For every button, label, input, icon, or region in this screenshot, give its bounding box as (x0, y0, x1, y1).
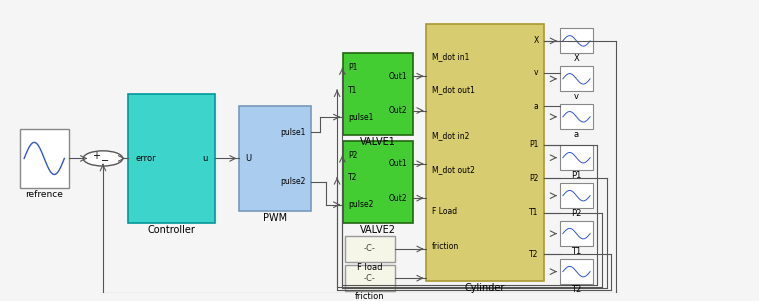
Bar (128, 94, 215, 223)
Text: u: u (202, 154, 207, 163)
Text: P2: P2 (348, 151, 357, 160)
Text: friction: friction (432, 242, 459, 251)
Text: a: a (574, 130, 579, 139)
Text: Controller: Controller (147, 225, 196, 235)
Bar (427, 24, 544, 281)
Bar (20, 129, 69, 188)
Text: T2: T2 (572, 285, 581, 294)
Bar (560, 28, 593, 53)
Bar (345, 265, 395, 291)
Text: Out1: Out1 (389, 72, 408, 81)
Bar (345, 236, 395, 262)
Text: -C-: -C- (364, 244, 376, 253)
Text: T1: T1 (572, 247, 581, 256)
Circle shape (83, 151, 123, 166)
Text: −: − (101, 156, 109, 166)
Text: pulse1: pulse1 (280, 128, 305, 137)
Text: VALVE1: VALVE1 (360, 137, 396, 147)
Text: Out2: Out2 (389, 106, 408, 115)
Text: M_dot out2: M_dot out2 (432, 165, 474, 174)
Text: P2: P2 (529, 174, 539, 183)
Text: X: X (574, 54, 579, 63)
Text: +: + (92, 151, 100, 161)
Text: T2: T2 (529, 250, 539, 259)
Bar (560, 104, 593, 129)
Bar (560, 259, 593, 284)
Text: Out1: Out1 (389, 159, 408, 168)
Text: -C-: -C- (364, 274, 376, 283)
Text: X: X (534, 36, 539, 45)
Text: T1: T1 (529, 209, 539, 218)
Text: F load: F load (357, 263, 383, 272)
Text: Cylinder: Cylinder (465, 284, 505, 293)
Bar (343, 53, 413, 135)
Text: M_dot in1: M_dot in1 (432, 52, 469, 61)
Text: pulse1: pulse1 (348, 113, 374, 122)
Text: friction: friction (355, 292, 385, 301)
Text: P1: P1 (348, 64, 357, 73)
Text: T2: T2 (348, 173, 357, 182)
Text: U: U (245, 154, 251, 163)
Text: P1: P1 (572, 171, 581, 180)
Text: pulse2: pulse2 (280, 177, 305, 186)
Text: P2: P2 (572, 209, 581, 218)
Text: error: error (136, 154, 156, 163)
Text: M_dot out1: M_dot out1 (432, 85, 474, 94)
Bar (560, 67, 593, 91)
Text: P1: P1 (529, 140, 539, 149)
Text: F Load: F Load (432, 207, 457, 216)
Bar (560, 145, 593, 170)
Text: M_dot in2: M_dot in2 (432, 131, 469, 140)
Text: VALVE2: VALVE2 (360, 225, 396, 235)
Text: Out2: Out2 (389, 194, 408, 203)
Text: pulse2: pulse2 (348, 200, 374, 209)
Bar (239, 106, 311, 211)
Text: PWM: PWM (263, 213, 288, 223)
Bar (343, 141, 413, 223)
Bar (560, 183, 593, 208)
Text: a: a (534, 102, 539, 111)
Text: T1: T1 (348, 85, 357, 95)
Text: refrence: refrence (25, 191, 63, 200)
Text: v: v (574, 92, 579, 101)
Text: v: v (534, 68, 539, 77)
Bar (560, 221, 593, 246)
